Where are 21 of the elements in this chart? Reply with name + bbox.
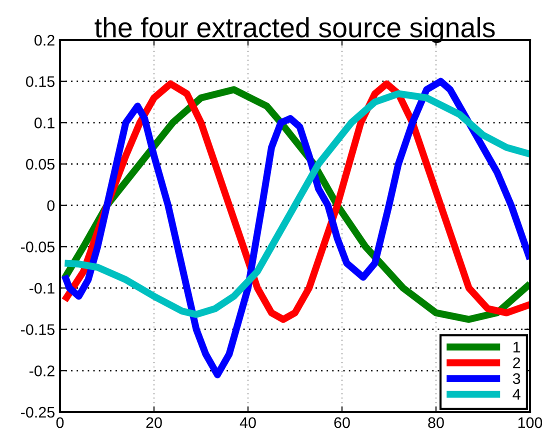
- chart-title: the four extracted source signals: [94, 17, 495, 43]
- x-tick-label: 0: [56, 417, 64, 428]
- x-tick-label: 60: [334, 417, 350, 428]
- y-tick-label: -0.25: [21, 406, 54, 418]
- x-tick-label: 100: [518, 417, 542, 428]
- y-tick-label: -0.2: [29, 366, 54, 376]
- y-tick-label: 0.2: [34, 34, 54, 46]
- y-tick-label: 0.1: [34, 118, 54, 128]
- legend-label: 3: [512, 373, 520, 384]
- y-tick-label: -0.15: [21, 324, 54, 336]
- y-tick-label: 0.15: [26, 76, 54, 88]
- y-tick-label: -0.05: [21, 242, 54, 252]
- x-tick-label: 40: [240, 417, 256, 428]
- y-tick-label: 0.05: [26, 158, 54, 170]
- legend-label: 4: [512, 389, 520, 400]
- legend-label: 1: [514, 342, 520, 352]
- x-tick-label: 20: [146, 417, 162, 428]
- legend-label: 2: [513, 357, 520, 368]
- y-tick-label: -0.1: [29, 282, 54, 294]
- y-tick-label: 0: [47, 200, 55, 212]
- x-tick-label: 80: [428, 417, 444, 428]
